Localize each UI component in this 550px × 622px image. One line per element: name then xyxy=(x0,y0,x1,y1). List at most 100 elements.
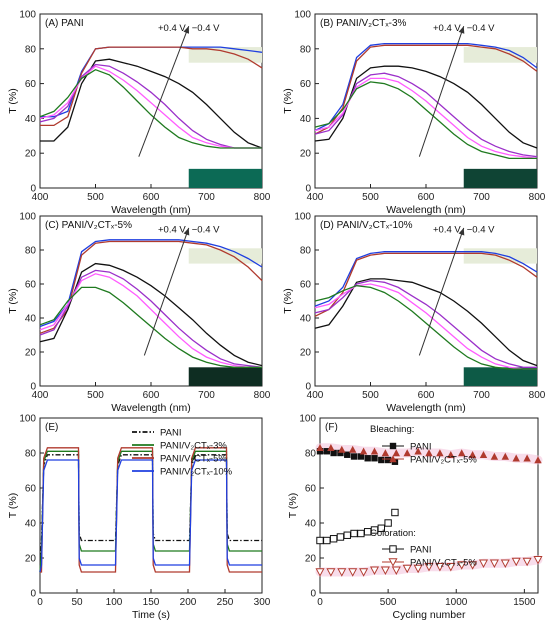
legend-heading-bleaching: Bleaching: xyxy=(370,424,414,435)
series-line xyxy=(314,81,537,160)
panel-label: (F) xyxy=(325,422,338,433)
data-point xyxy=(478,559,489,569)
series-line xyxy=(39,269,263,368)
y-tick-label: 60 xyxy=(300,79,312,90)
x-tick-label: 600 xyxy=(143,390,160,401)
voltage-end-label: −0.4 V xyxy=(192,23,220,34)
voltage-arrow-head xyxy=(458,26,465,34)
y-tick-label: 40 xyxy=(25,114,37,125)
y-tick-label: 100 xyxy=(294,212,311,223)
data-point xyxy=(384,519,392,527)
x-tick-label: 500 xyxy=(87,192,104,203)
x-tick-label: 0 xyxy=(37,597,43,608)
data-point xyxy=(522,557,532,567)
data-point xyxy=(391,508,399,517)
data-point xyxy=(512,454,520,462)
x-tick-label: 400 xyxy=(32,192,49,203)
x-tick-label: 600 xyxy=(418,390,435,401)
panel-a: 400 500 600 700 800 0 20 40 60 80 100 Wavelength (n… xyxy=(7,10,271,217)
y-tick-label: 0 xyxy=(310,589,316,600)
voltage-start-label: +0.4 V xyxy=(158,225,186,236)
data-point xyxy=(523,454,531,462)
data-point xyxy=(468,561,478,570)
x-axis-title: Time (s) xyxy=(132,609,170,621)
series-line xyxy=(39,262,263,367)
x-tick-label: 800 xyxy=(529,390,546,401)
y-tick-label: 60 xyxy=(25,280,37,291)
y-tick-label: 100 xyxy=(19,212,36,223)
data-point xyxy=(402,564,412,574)
data-point xyxy=(384,456,392,464)
data-point xyxy=(458,449,466,457)
legend-label: PANI xyxy=(410,442,431,453)
panel-b: 400 500 600 700 800 0 20 40 60 80 100 Wavelength (n… xyxy=(282,10,546,217)
y-tick-label: 20 xyxy=(25,149,37,160)
data-point xyxy=(500,559,510,569)
bleached-film-swatch xyxy=(463,248,537,264)
data-point xyxy=(323,448,331,455)
voltage-arrow-head xyxy=(183,26,190,34)
series-line xyxy=(40,447,262,573)
voltage-arrow xyxy=(138,26,190,157)
data-point xyxy=(337,568,347,577)
panel-title: (A) PANI xyxy=(45,18,84,29)
series-line xyxy=(39,240,263,334)
colored-film-swatch xyxy=(188,168,262,188)
x-tick-label: 200 xyxy=(180,597,197,608)
series-line xyxy=(39,286,262,368)
data-point xyxy=(447,451,455,458)
x-axis-title: Wavelength (nm) xyxy=(111,204,191,216)
panel-title: (B) PANI/V₂CTₓ-3% xyxy=(320,18,407,29)
x-axis-title: Cycling number xyxy=(393,609,466,621)
y-tick-label: 0 xyxy=(30,589,36,600)
colored-film-swatch xyxy=(188,367,262,386)
data-point xyxy=(378,456,385,464)
series-line xyxy=(39,273,262,368)
data-point xyxy=(446,563,456,572)
data-point xyxy=(329,535,338,543)
x-tick-label: 300 xyxy=(254,597,271,608)
y-tick-label: 100 xyxy=(299,414,316,425)
legend-label: PANI/V₂CTₓ-5% xyxy=(160,454,227,465)
data-point xyxy=(425,449,433,457)
series-line xyxy=(39,450,262,573)
panel-e: 0 50 100 150 200 250 300 0 20 40 60 80 100 Time (s) T … xyxy=(7,414,271,622)
x-axis-title: Wavelength (nm) xyxy=(386,402,466,414)
plot-frame xyxy=(319,417,539,594)
y-axis-title: T (%) xyxy=(282,288,294,313)
y-tick-label: 100 xyxy=(19,10,36,21)
data-point xyxy=(457,561,467,570)
y-tick-label: 80 xyxy=(300,246,312,257)
x-tick-label: 700 xyxy=(198,192,215,203)
data-point xyxy=(330,449,337,457)
data-point xyxy=(349,445,357,453)
data-point xyxy=(377,524,386,532)
x-tick-label: 250 xyxy=(217,597,234,608)
colored-film-swatch xyxy=(463,168,537,188)
y-tick-label: 40 xyxy=(25,314,37,325)
x-tick-label: 50 xyxy=(71,597,83,608)
y-tick-label: 60 xyxy=(25,79,37,90)
y-tick-label: 40 xyxy=(300,314,312,325)
x-tick-label: 800 xyxy=(529,192,546,203)
data-point xyxy=(344,451,351,458)
y-tick-label: 80 xyxy=(305,449,317,460)
y-tick-label: 60 xyxy=(25,484,37,495)
y-tick-label: 80 xyxy=(25,44,37,55)
y-axis-title: T (%) xyxy=(7,288,19,313)
x-tick-label: 500 xyxy=(362,192,379,203)
y-tick-label: 20 xyxy=(25,348,37,359)
data-point xyxy=(490,452,499,460)
bleached-film-swatch xyxy=(188,47,262,63)
series-line xyxy=(40,58,263,149)
voltage-start-label: +0.4 V xyxy=(433,225,461,236)
legend-heading-coloration: Coloration: xyxy=(370,528,416,539)
data-point xyxy=(359,568,369,577)
y-tick-label: 60 xyxy=(305,484,317,495)
voltage-arrow-head xyxy=(458,227,465,236)
y-tick-label: 20 xyxy=(300,348,312,359)
legend-marker xyxy=(388,558,398,567)
y-tick-label: 100 xyxy=(294,10,311,21)
voltage-start-label: +0.4 V xyxy=(433,23,461,34)
y-axis-title: T (%) xyxy=(282,88,294,113)
